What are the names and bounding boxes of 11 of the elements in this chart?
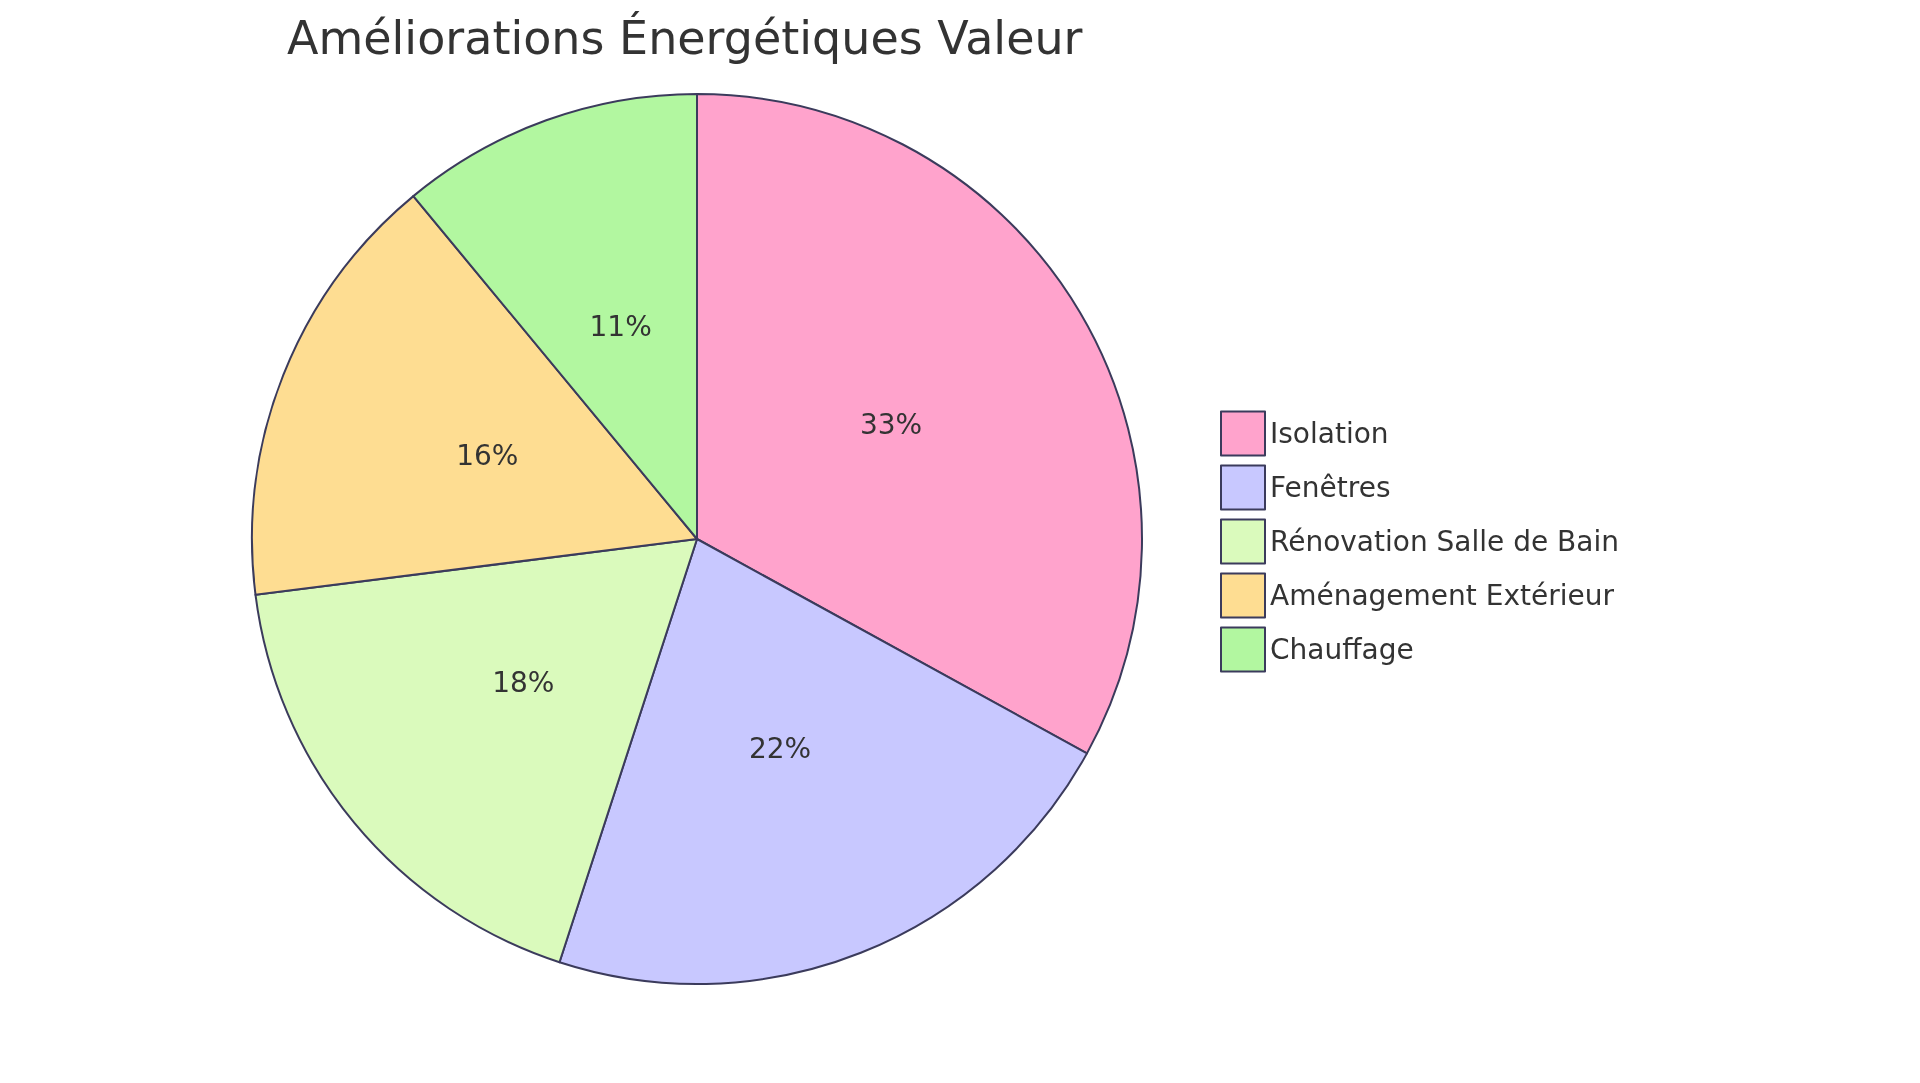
chart-title: Améliorations Énergétiques Valeur xyxy=(287,11,1083,65)
data-label: 18% xyxy=(492,666,555,700)
legend-label: Rénovation Salle de Bain xyxy=(1270,525,1619,558)
data-label: 11% xyxy=(589,310,652,344)
data-label: 33% xyxy=(859,407,923,441)
legend-label: Isolation xyxy=(1270,417,1389,450)
legend-label: Aménagement Extérieur xyxy=(1270,579,1615,612)
legend-label: Fenêtres xyxy=(1270,471,1391,504)
data-label: 16% xyxy=(456,439,519,473)
legend-label: Chauffage xyxy=(1270,633,1414,666)
data-label: 22% xyxy=(748,732,812,766)
